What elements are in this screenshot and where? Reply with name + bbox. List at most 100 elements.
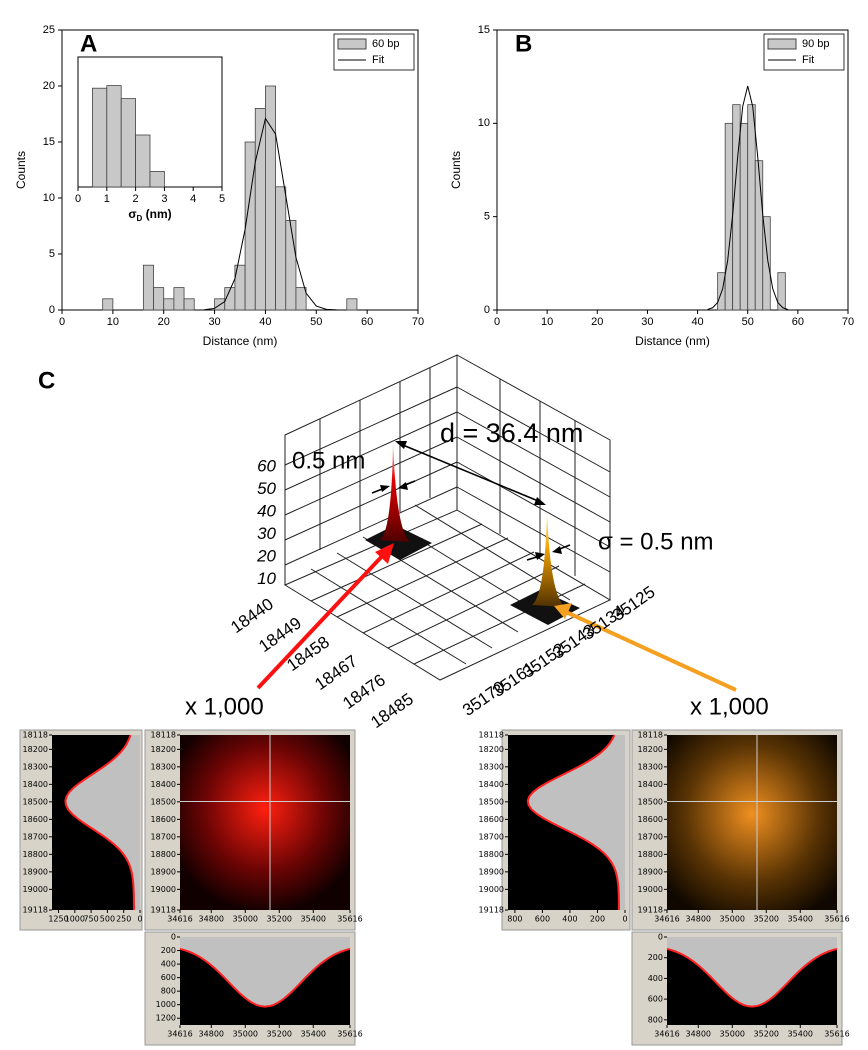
y-tick-label: 200 bbox=[648, 953, 663, 962]
width-label: 0.5 nm bbox=[292, 447, 365, 474]
x-tick-label: 500 bbox=[100, 915, 115, 924]
bar bbox=[153, 287, 165, 311]
y-tick-label: 18500 bbox=[479, 797, 504, 806]
width-label: σ = 0.5 nm bbox=[598, 528, 714, 555]
profile-fit bbox=[179, 947, 351, 1008]
profile-fit bbox=[666, 947, 838, 1008]
bar bbox=[285, 219, 297, 311]
y-tick-label: 25 bbox=[43, 24, 55, 36]
y-tick-label: 0 bbox=[658, 933, 663, 942]
bar bbox=[173, 287, 185, 311]
profile-area bbox=[527, 735, 625, 910]
bar bbox=[295, 287, 307, 311]
scale-label: x 1,000 bbox=[185, 693, 264, 720]
x-tick-label: 34800 bbox=[199, 1030, 224, 1039]
arrows bbox=[256, 441, 737, 692]
x-tick-label: 4 bbox=[190, 193, 196, 205]
y-tick-label: 18400 bbox=[479, 780, 504, 789]
x-tick-label: 70 bbox=[412, 316, 424, 328]
panel-label: A bbox=[80, 30, 97, 57]
y-tick-label: 600 bbox=[161, 973, 176, 982]
x-tick-label: 10 bbox=[541, 316, 553, 328]
fit-line bbox=[204, 117, 337, 311]
z-tick-label: 20 bbox=[256, 546, 276, 565]
x-tick-label: 35616 bbox=[824, 1030, 849, 1039]
x-tick-label: 34616 bbox=[167, 1030, 192, 1039]
y-tick-label: 18300 bbox=[151, 762, 176, 771]
y-tick-label: 18500 bbox=[23, 797, 48, 806]
label-part: D bbox=[137, 214, 143, 223]
z-tick-label: 30 bbox=[257, 524, 276, 543]
z-tick-label: 60 bbox=[257, 456, 276, 475]
z-tick-label: 10 bbox=[257, 569, 276, 588]
legend-label: Fit bbox=[802, 54, 814, 66]
profile-area bbox=[180, 937, 350, 1007]
x-tick-label: 0 bbox=[137, 915, 142, 924]
image bbox=[180, 735, 350, 910]
y-tick-label: 800 bbox=[161, 987, 176, 996]
bar bbox=[120, 98, 136, 188]
x-tick-label: 35200 bbox=[267, 915, 292, 924]
x-tick-label: 60 bbox=[361, 316, 373, 328]
y-tick-label: 18400 bbox=[23, 780, 48, 789]
y-tick-label: 18200 bbox=[23, 745, 48, 754]
y-tick-label: 18200 bbox=[479, 745, 504, 754]
profile-fit bbox=[526, 734, 620, 911]
bar bbox=[777, 272, 786, 311]
x-tick-label: 35200 bbox=[754, 915, 779, 924]
x-tick-label: 35400 bbox=[788, 915, 813, 924]
y-tick-label: 18118 bbox=[638, 731, 663, 740]
y-tick-label: 400 bbox=[161, 960, 176, 969]
y-tick-label: 18300 bbox=[479, 762, 504, 771]
x-tick-label: 40 bbox=[259, 316, 271, 328]
y-tick-label: 18500 bbox=[638, 797, 663, 806]
z-tick-label: 50 bbox=[257, 479, 276, 498]
x-axis-label: σD (nm) bbox=[128, 207, 171, 223]
bar bbox=[754, 160, 764, 311]
bar bbox=[92, 87, 108, 188]
x-tick-label: 35616 bbox=[337, 1030, 362, 1039]
x-tick-label: 35400 bbox=[301, 1030, 326, 1039]
legend-label: 90 bp bbox=[802, 38, 830, 50]
bar bbox=[739, 122, 749, 311]
x-tick-label: 0 bbox=[75, 193, 81, 205]
y-tick-label: 18800 bbox=[479, 850, 504, 859]
panel-label: B bbox=[515, 30, 532, 57]
y-tick-label: 20 bbox=[43, 80, 55, 92]
y-tick-label: 1200 bbox=[156, 1014, 176, 1023]
y-tick-label: 19118 bbox=[479, 906, 504, 915]
y-tick-label: 18500 bbox=[151, 797, 176, 806]
panel-label: C bbox=[38, 367, 55, 394]
y-tick-label: 800 bbox=[648, 1015, 663, 1024]
x-tick-label: 34800 bbox=[686, 1030, 711, 1039]
x-tick-label: 34800 bbox=[199, 915, 224, 924]
y-tick-label: 0 bbox=[484, 304, 490, 316]
legend-swatch bbox=[767, 38, 797, 50]
x-tick-label: 60 bbox=[792, 316, 804, 328]
x-tick-label: 50 bbox=[742, 316, 754, 328]
y-tick-label: 18600 bbox=[151, 815, 176, 824]
x-tick-label: 400 bbox=[562, 915, 577, 924]
y-tick-label: 18600 bbox=[23, 815, 48, 824]
bar bbox=[244, 141, 256, 311]
bar bbox=[135, 134, 151, 188]
label-part: σ bbox=[128, 207, 136, 221]
y-tick-label: 18900 bbox=[638, 867, 663, 876]
y-tick-label: 18118 bbox=[23, 731, 48, 740]
x-tick-label: 50 bbox=[310, 316, 322, 328]
legend-label: Fit bbox=[372, 54, 384, 66]
profile-area bbox=[667, 937, 837, 1007]
x-tick-label: 35400 bbox=[301, 915, 326, 924]
x-tick-label: 5 bbox=[219, 193, 225, 205]
y-tick-label: 1000 bbox=[156, 1000, 176, 1009]
image bbox=[667, 735, 837, 910]
y-tick-label: 0 bbox=[171, 933, 176, 942]
x-tick-label: 30 bbox=[208, 316, 220, 328]
bar bbox=[149, 170, 165, 188]
y-tick-label: 5 bbox=[49, 248, 55, 260]
x-tick-label: 34616 bbox=[654, 1030, 679, 1039]
y-tick-label: 600 bbox=[648, 995, 663, 1004]
y-tick-label: 18118 bbox=[479, 731, 504, 740]
bar bbox=[724, 122, 734, 311]
distance-label: d = 36.4 nm bbox=[440, 418, 583, 448]
